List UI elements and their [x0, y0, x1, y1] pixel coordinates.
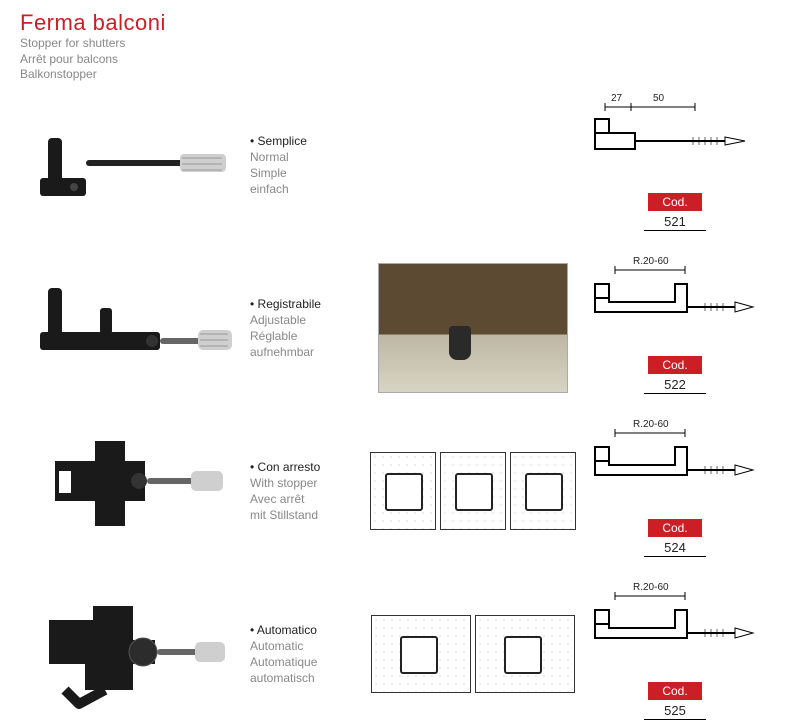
code-number: 521: [644, 213, 706, 231]
label-alt: einfach: [250, 181, 360, 197]
install-diagram: [371, 615, 471, 693]
context-area: [360, 263, 585, 393]
tech-drawing: R.20-60: [575, 262, 775, 352]
product-label: Automatico Automatic Automatique automat…: [250, 622, 360, 687]
install-diagram: [370, 452, 436, 530]
product-label: Registrabile Adjustable Réglable aufnehm…: [250, 296, 360, 361]
label-alt: Avec arrêt: [250, 491, 360, 507]
dim-label: R.20-60: [633, 419, 669, 430]
subtitle-3: Balkonstopper: [20, 67, 780, 83]
code-badge: Cod.: [648, 356, 701, 374]
product-row-524: Con arresto With stopper Avec arrêt mit …: [20, 419, 780, 564]
context-area: [360, 615, 585, 693]
install-diagram: [510, 452, 576, 530]
product-row-521: Semplice Normal Simple einfach: [20, 93, 780, 238]
header: Ferma balconi Stopper for shutters Arrêt…: [20, 10, 780, 83]
label-alt: Normal: [250, 149, 360, 165]
install-diagram: [475, 615, 575, 693]
code-badge: Cod.: [648, 519, 701, 537]
label-alt: Automatique: [250, 654, 360, 670]
stopper-simple-icon: [30, 120, 240, 210]
installation-photo: [378, 263, 568, 393]
tech-drawing: 27 50: [575, 99, 775, 189]
code-badge: Cod.: [648, 193, 701, 211]
stopper-adjustable-icon: [30, 278, 240, 378]
dim-label: 50: [653, 93, 664, 104]
product-label: Semplice Normal Simple einfach: [250, 133, 360, 198]
dim-label: R.20-60: [633, 256, 669, 267]
subtitle-1: Stopper for shutters: [20, 36, 780, 52]
label-alt: mit Stillstand: [250, 507, 360, 523]
code-number: 525: [644, 702, 706, 720]
page-title: Ferma balconi: [20, 10, 780, 36]
label-main: Automatico: [250, 622, 360, 638]
product-photo: [20, 431, 250, 551]
label-main: Registrabile: [250, 296, 360, 312]
spec-col: R.20-60 Cod. 524: [585, 425, 765, 557]
spec-col: R.20-60 Cod. 522: [585, 262, 765, 394]
product-row-525: Automatico Automatic Automatique automat…: [20, 582, 780, 727]
label-alt: With stopper: [250, 475, 360, 491]
product-photo: [20, 594, 250, 714]
product-label: Con arresto With stopper Avec arrêt mit …: [250, 459, 360, 524]
label-alt: Adjustable: [250, 312, 360, 328]
label-alt: aufnehmbar: [250, 344, 360, 360]
code-number: 522: [644, 376, 706, 394]
label-alt: Réglable: [250, 328, 360, 344]
label-main: Con arresto: [250, 459, 360, 475]
install-diagram: [440, 452, 506, 530]
product-row-522: Registrabile Adjustable Réglable aufnehm…: [20, 256, 780, 401]
subtitle-2: Arrêt pour balcons: [20, 52, 780, 68]
tech-drawing: R.20-60: [575, 588, 775, 678]
context-area: [360, 452, 585, 530]
tech-drawing: R.20-60: [575, 425, 775, 515]
label-alt: Simple: [250, 165, 360, 181]
dim-label: R.20-60: [633, 582, 669, 593]
stopper-with-stop-icon: [35, 431, 235, 551]
dim-label: 27: [611, 93, 622, 104]
spec-col: 27 50 Cod. 521: [585, 99, 765, 231]
label-alt: automatisch: [250, 670, 360, 686]
product-photo: [20, 120, 250, 210]
code-number: 524: [644, 539, 706, 557]
code-badge: Cod.: [648, 682, 701, 700]
label-alt: Automatic: [250, 638, 360, 654]
label-main: Semplice: [250, 133, 360, 149]
product-photo: [20, 278, 250, 378]
spec-col: R.20-60 Cod. 525: [585, 588, 765, 720]
stopper-automatic-icon: [35, 594, 235, 714]
